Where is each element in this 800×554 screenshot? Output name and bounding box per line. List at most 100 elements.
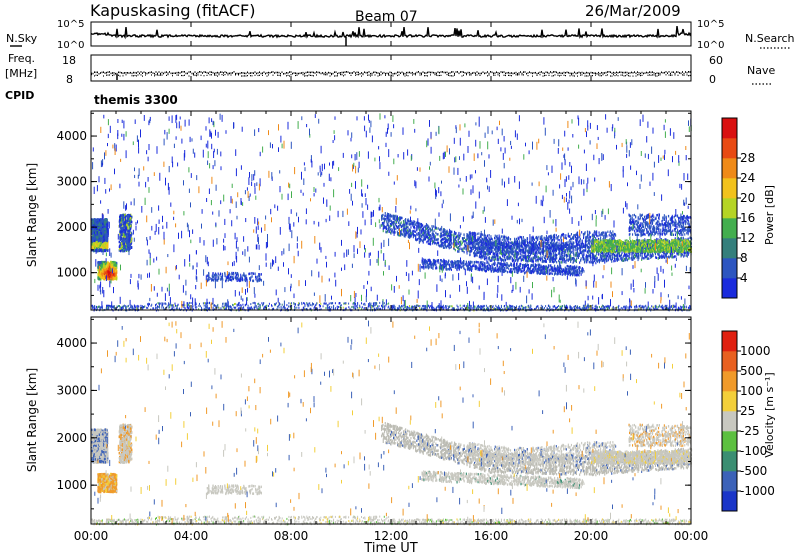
power-cell <box>658 305 660 308</box>
power-cell <box>121 244 123 248</box>
power-cell <box>115 277 118 280</box>
freq-point <box>331 72 332 75</box>
freq-point <box>334 71 335 73</box>
freq-point <box>497 72 499 74</box>
power-cell <box>565 305 567 308</box>
freq-point <box>254 71 256 73</box>
nave-point <box>622 74 623 76</box>
power-cell <box>425 307 427 310</box>
power-cell <box>355 307 356 310</box>
nave-point <box>563 74 565 76</box>
nave-point <box>617 75 619 77</box>
power-cell <box>209 301 210 304</box>
power-cell <box>525 306 527 309</box>
power-cell <box>336 305 338 308</box>
power-cell <box>589 305 591 308</box>
freq-point <box>311 71 313 73</box>
freq-point <box>139 72 140 75</box>
nave-point <box>598 74 599 76</box>
power-cell <box>471 307 473 310</box>
power-cell <box>229 275 231 279</box>
power-cell <box>280 305 282 308</box>
freq-point <box>551 71 553 74</box>
power-cell <box>105 233 107 236</box>
nave-point <box>304 75 305 77</box>
nave-point <box>554 74 556 76</box>
freq-point <box>349 72 350 74</box>
freq-point <box>637 71 638 73</box>
freq-point <box>683 72 685 75</box>
power-cell <box>498 307 500 310</box>
freq-point <box>281 71 283 73</box>
freq-point <box>476 71 478 73</box>
power-cell <box>379 301 381 304</box>
nave-point <box>331 74 332 76</box>
freq-point <box>190 71 191 73</box>
freq-point <box>583 72 584 74</box>
power-cell <box>298 302 300 305</box>
power-cell <box>419 306 421 309</box>
freq-point <box>464 72 466 74</box>
nave-point <box>355 74 356 76</box>
freq-point <box>638 72 640 74</box>
power-cell <box>481 305 482 308</box>
power-cell <box>233 273 235 276</box>
freq-point <box>604 72 605 74</box>
power-heatmap <box>91 113 693 312</box>
power-cell <box>141 305 143 308</box>
freq-point <box>586 71 587 74</box>
power-cell <box>275 303 276 306</box>
freq-point <box>614 72 616 74</box>
nave-point <box>137 74 139 76</box>
freq-point <box>262 72 263 74</box>
power-cell <box>323 302 325 305</box>
power-cell <box>198 304 200 307</box>
freq-point <box>511 72 512 74</box>
freq-point <box>97 71 98 74</box>
freq-point <box>436 72 437 75</box>
freq-point <box>521 72 523 75</box>
power-cell <box>122 226 124 230</box>
nave-point <box>310 74 311 76</box>
power-cell <box>328 306 330 309</box>
power-cell <box>107 270 109 273</box>
power-cell <box>120 223 122 226</box>
power-cell <box>239 307 241 310</box>
power-cell <box>640 254 642 257</box>
power-cell <box>369 302 371 305</box>
power-cell <box>364 303 366 306</box>
power-cell <box>101 228 103 232</box>
nave-point <box>181 74 182 77</box>
freq-point <box>119 71 121 74</box>
power-cell <box>92 222 95 225</box>
nave-point <box>527 75 529 77</box>
power-cell <box>391 307 393 310</box>
power-cell <box>516 305 517 308</box>
freq-point <box>158 71 160 73</box>
freq-point <box>368 71 370 73</box>
nave-point <box>476 74 478 76</box>
power-cell <box>121 306 123 309</box>
power-cell <box>462 304 464 307</box>
freq-point <box>629 72 631 74</box>
power-cell <box>176 305 178 307</box>
freq-point <box>410 72 412 74</box>
power-cell <box>276 305 278 308</box>
freq-point <box>292 72 293 75</box>
power-cell <box>120 249 122 253</box>
freq-point <box>676 71 677 73</box>
power-cell <box>218 306 220 309</box>
power-cell <box>502 308 504 311</box>
power-cell <box>97 226 99 230</box>
power-cell <box>590 261 592 264</box>
freq-point <box>413 73 415 75</box>
power-cell <box>128 244 130 247</box>
power-cell <box>459 304 461 307</box>
power-cell <box>99 249 101 252</box>
nave-point <box>505 74 506 77</box>
power-cell <box>383 302 385 305</box>
power-cell <box>435 306 437 309</box>
nave-point <box>329 75 331 77</box>
freq-point <box>302 71 304 74</box>
freq-point <box>439 71 440 74</box>
